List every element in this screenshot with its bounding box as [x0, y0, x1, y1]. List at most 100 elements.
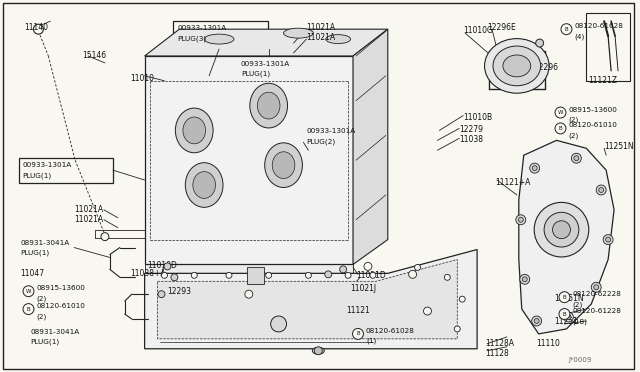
Bar — [173, 21, 268, 49]
Text: 11128A: 11128A — [485, 339, 514, 348]
Circle shape — [191, 272, 197, 278]
Text: 11038: 11038 — [460, 135, 483, 144]
Text: 08120-61010: 08120-61010 — [568, 122, 618, 128]
Bar — [19, 158, 113, 183]
Ellipse shape — [265, 143, 303, 187]
Circle shape — [591, 282, 601, 292]
Circle shape — [340, 266, 347, 273]
Circle shape — [271, 316, 287, 332]
Text: 11128: 11128 — [485, 349, 509, 358]
Text: W: W — [557, 110, 563, 115]
Circle shape — [23, 304, 34, 315]
Circle shape — [345, 272, 351, 278]
Text: 12296: 12296 — [534, 63, 559, 72]
Ellipse shape — [257, 92, 280, 119]
Circle shape — [605, 237, 611, 242]
Circle shape — [518, 217, 524, 222]
Polygon shape — [519, 140, 614, 334]
Text: W: W — [26, 289, 31, 294]
Text: PLUG(2): PLUG(2) — [307, 138, 335, 145]
Ellipse shape — [326, 35, 351, 44]
Ellipse shape — [183, 117, 205, 144]
Ellipse shape — [193, 171, 216, 198]
Text: 08931-3041A: 08931-3041A — [31, 329, 80, 335]
Text: 11047: 11047 — [20, 269, 45, 278]
Circle shape — [266, 272, 271, 278]
Text: 11121: 11121 — [346, 306, 370, 315]
Circle shape — [561, 24, 572, 35]
Text: 11121+A: 11121+A — [495, 178, 531, 187]
Text: 11021A: 11021A — [307, 23, 335, 32]
Text: 15146: 15146 — [82, 51, 106, 60]
Text: 12279: 12279 — [460, 125, 483, 134]
Circle shape — [171, 274, 178, 281]
Text: 11251N: 11251N — [604, 142, 634, 151]
Text: 08120-62228: 08120-62228 — [572, 291, 621, 297]
Ellipse shape — [312, 347, 324, 354]
Text: (1): (1) — [366, 338, 376, 344]
Circle shape — [424, 307, 431, 315]
Text: (18): (18) — [572, 318, 588, 324]
Text: (4): (4) — [574, 33, 584, 40]
Circle shape — [516, 215, 525, 225]
Text: 11010D: 11010D — [148, 262, 177, 270]
Text: PLUG(1): PLUG(1) — [22, 172, 52, 179]
Text: 11121Z: 11121Z — [588, 76, 617, 85]
Circle shape — [415, 264, 420, 270]
Circle shape — [555, 123, 566, 134]
Text: B: B — [563, 311, 566, 317]
Text: 00933-1301A: 00933-1301A — [241, 61, 290, 67]
Text: PLUG(1): PLUG(1) — [31, 339, 60, 345]
Circle shape — [444, 274, 451, 280]
Ellipse shape — [493, 46, 541, 86]
Ellipse shape — [484, 39, 549, 93]
Ellipse shape — [186, 163, 223, 207]
Ellipse shape — [175, 108, 213, 153]
Circle shape — [353, 328, 364, 339]
Circle shape — [23, 286, 34, 296]
Circle shape — [520, 274, 530, 284]
Text: 12293: 12293 — [168, 287, 191, 296]
Circle shape — [364, 262, 372, 270]
Ellipse shape — [503, 55, 531, 77]
Text: (2): (2) — [36, 295, 47, 302]
Text: 11021A: 11021A — [307, 33, 335, 42]
Text: 00933-1301A: 00933-1301A — [22, 162, 72, 168]
Circle shape — [161, 272, 168, 278]
Circle shape — [594, 285, 598, 290]
Text: (2): (2) — [568, 132, 579, 139]
Circle shape — [226, 272, 232, 278]
Circle shape — [408, 270, 417, 278]
Circle shape — [559, 309, 570, 320]
Circle shape — [158, 291, 165, 298]
Circle shape — [534, 318, 539, 324]
Text: 11021D: 11021D — [356, 271, 386, 280]
Circle shape — [101, 232, 109, 241]
Text: 11038+A: 11038+A — [130, 269, 165, 278]
Text: B: B — [559, 126, 563, 131]
Text: 08931-3041A: 08931-3041A — [20, 240, 70, 246]
Circle shape — [532, 316, 541, 326]
Circle shape — [559, 292, 570, 303]
Text: 11251N: 11251N — [554, 294, 584, 303]
Text: 08915-13600: 08915-13600 — [568, 107, 618, 113]
Circle shape — [536, 39, 543, 47]
Circle shape — [563, 312, 573, 322]
Text: B: B — [27, 307, 30, 312]
Text: B: B — [563, 295, 566, 300]
Polygon shape — [145, 56, 353, 264]
Circle shape — [33, 24, 44, 34]
Ellipse shape — [534, 202, 589, 257]
Bar — [145, 262, 353, 273]
Bar — [586, 13, 630, 81]
Text: (2): (2) — [36, 313, 47, 320]
Text: PLUG(3): PLUG(3) — [177, 35, 207, 42]
Circle shape — [522, 277, 527, 282]
Text: 11010B: 11010B — [463, 113, 492, 122]
Ellipse shape — [204, 34, 234, 44]
Text: 08915-13600: 08915-13600 — [36, 285, 85, 291]
Ellipse shape — [272, 152, 295, 179]
Polygon shape — [157, 259, 457, 339]
Circle shape — [572, 153, 581, 163]
Circle shape — [596, 185, 606, 195]
